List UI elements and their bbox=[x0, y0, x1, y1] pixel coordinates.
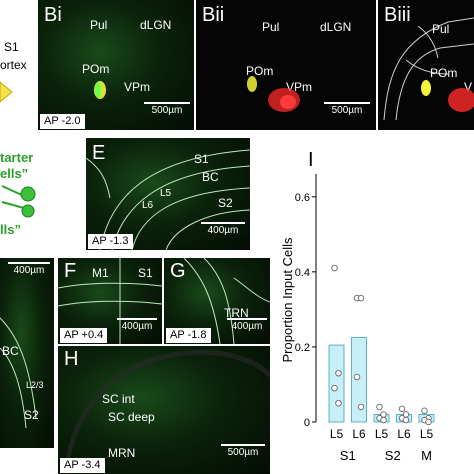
bar bbox=[328, 344, 345, 423]
data-point bbox=[421, 407, 428, 414]
schematic-cells-label: ells” bbox=[0, 166, 29, 181]
x-tick-label: L6 bbox=[397, 427, 411, 441]
y-tick-label: 0.2 bbox=[295, 342, 310, 354]
panel-d: 400µm BC L2/3 S2 bbox=[0, 258, 54, 448]
ap-label: AP -1.8 bbox=[166, 328, 211, 343]
region-mrn: MRN bbox=[108, 446, 136, 460]
panel-h: H SC int SC deep MRN AP -3.4 500µm bbox=[58, 346, 270, 474]
cortex-outline-icon bbox=[58, 258, 162, 344]
region-pom: POm bbox=[82, 62, 110, 76]
region-bc: BC bbox=[2, 344, 19, 358]
region-bc: BC bbox=[202, 170, 219, 184]
data-point bbox=[357, 403, 365, 411]
schematic-neurons-icon bbox=[1, 185, 36, 218]
region-s2: S2 bbox=[24, 408, 39, 422]
pom-signal-icon bbox=[94, 81, 106, 99]
y-axis-label: Proportion Input Cells bbox=[280, 237, 295, 363]
region-m1: M1 bbox=[92, 266, 109, 280]
region-pul: Pul bbox=[262, 20, 280, 34]
region-dlgn: dLGN bbox=[320, 20, 352, 34]
midbrain-outline-icon bbox=[63, 349, 270, 474]
y-tick-label: 0 bbox=[304, 417, 310, 429]
schematic-arrow-icon bbox=[0, 81, 13, 103]
region-vpm: VPm bbox=[124, 80, 151, 94]
region-pom: POm bbox=[246, 64, 274, 78]
data-point bbox=[357, 294, 365, 302]
panel-label: I bbox=[308, 149, 314, 171]
data-point bbox=[398, 405, 406, 413]
group-label: S2 bbox=[385, 448, 401, 463]
bar-chart: I Proportion Input Cells 0 0.2 0.4 0.6 L5 L6… bbox=[280, 149, 435, 463]
atlas-outline-icon bbox=[383, 17, 474, 121]
group-label: S1 bbox=[340, 448, 356, 463]
region-v: V bbox=[464, 80, 473, 94]
ap-label: AP -1.3 bbox=[88, 234, 133, 249]
panel-e: E S1 BC L5 L6 S2 AP -1.3 400µm bbox=[86, 138, 250, 250]
region-sc-int: SC int bbox=[102, 392, 135, 406]
y-tick-label: 0.4 bbox=[295, 267, 310, 279]
x-tick-label: L5 bbox=[330, 427, 344, 441]
panel-bii: Bii Pul dLGN POm VPm 500µm bbox=[196, 0, 376, 130]
region-pul: Pul bbox=[90, 18, 108, 32]
data-point bbox=[353, 373, 361, 381]
panel-label: Bii bbox=[202, 4, 225, 26]
panel-i-chart: I Proportion Input Cells 0 0.2 0.4 0.6 L5 L6… bbox=[272, 138, 474, 474]
region-pom: POm bbox=[430, 66, 458, 80]
bar bbox=[351, 337, 367, 423]
panel-f: F M1 S1 AP +0.4 400µm bbox=[58, 258, 162, 344]
cortex-outline-icon bbox=[86, 149, 250, 250]
red-signal-icon bbox=[247, 76, 300, 112]
data-point bbox=[331, 264, 338, 272]
panel-label: Bi bbox=[44, 4, 62, 26]
panel-g: G TRN AP -1.8 400µm bbox=[164, 258, 270, 344]
x-tick-label: L6 bbox=[352, 427, 366, 441]
panel-label: F bbox=[64, 260, 77, 282]
schematic-cortex-label: ortex bbox=[0, 58, 27, 72]
ap-label: AP -2.0 bbox=[40, 114, 85, 129]
panel-label: G bbox=[170, 260, 186, 282]
schematic-input-label: lls” bbox=[0, 222, 21, 237]
scale-bar: 400µm bbox=[198, 222, 248, 236]
scale-bar: 400µm bbox=[224, 318, 270, 332]
region-pul: Pul bbox=[432, 22, 450, 36]
panel-label: Biii bbox=[384, 4, 411, 26]
region-s1: S1 bbox=[194, 152, 209, 166]
x-tick-label: L5 bbox=[420, 427, 434, 441]
group-label: M bbox=[421, 448, 432, 463]
data-point bbox=[425, 418, 432, 426]
panel-bi: Bi Pul dLGN POm VPm AP -2.0 500µm bbox=[38, 0, 194, 130]
thalamus-outline-icon bbox=[183, 258, 270, 344]
data-point bbox=[335, 399, 342, 407]
schematic-starter-label: tarter bbox=[0, 150, 34, 165]
x-tick-label: L5 bbox=[375, 427, 389, 441]
region-dlgn: dLGN bbox=[140, 18, 172, 32]
panel-label: E bbox=[92, 142, 106, 164]
schematic-s1-label: S1 bbox=[4, 40, 19, 54]
ap-label: AP -3.4 bbox=[60, 458, 105, 473]
data-point bbox=[335, 369, 342, 377]
scale-bar: 500µm bbox=[142, 102, 192, 116]
scale-bar: 400µm bbox=[6, 262, 52, 276]
panel-label: H bbox=[64, 348, 79, 370]
cortex-outline-icon bbox=[0, 317, 37, 429]
ap-label: AP +0.4 bbox=[60, 328, 108, 343]
region-s1: S1 bbox=[138, 266, 153, 280]
scale-bar: 400µm bbox=[114, 318, 160, 332]
data-point bbox=[402, 416, 410, 424]
region-l6: L6 bbox=[142, 200, 154, 211]
region-s2: S2 bbox=[218, 196, 233, 210]
scale-bar: 500µm bbox=[322, 102, 372, 116]
scale-bar: 500µm bbox=[218, 444, 268, 458]
panel-biii: Biii Pul POm V bbox=[378, 0, 474, 130]
merged-signal-icon bbox=[421, 80, 474, 112]
data-point bbox=[331, 384, 338, 392]
data-point bbox=[376, 403, 383, 411]
region-l23: L2/3 bbox=[26, 380, 44, 390]
region-trn: TRN bbox=[224, 306, 249, 320]
data-point bbox=[380, 416, 387, 424]
region-l5: L5 bbox=[160, 188, 172, 199]
region-sc-deep: SC deep bbox=[108, 410, 155, 424]
y-tick-label: 0.6 bbox=[295, 192, 310, 204]
